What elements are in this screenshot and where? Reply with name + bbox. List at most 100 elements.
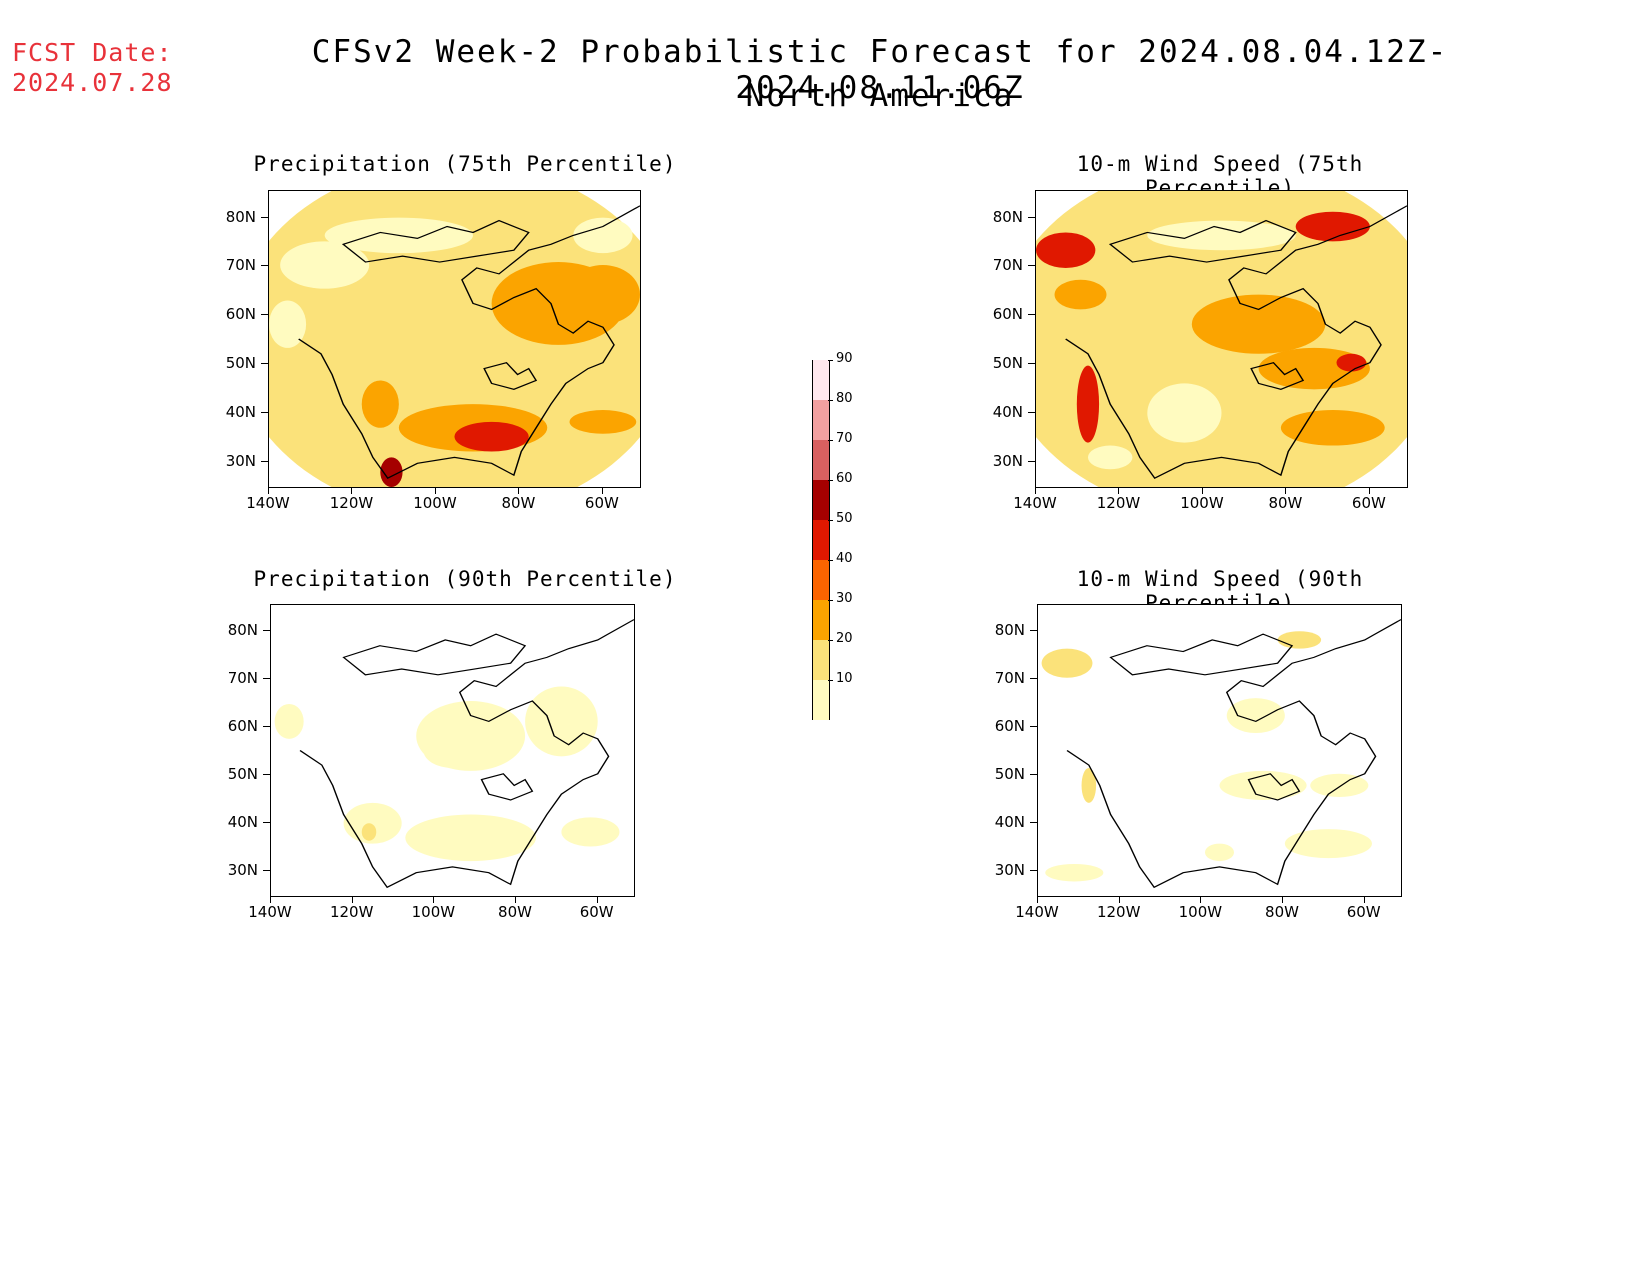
lon-label: 120W — [1096, 494, 1141, 512]
map-field-svg — [269, 191, 640, 487]
forecast-date-label: FCST Date: — [12, 38, 173, 67]
probability-contour-fill — [561, 817, 620, 847]
lat-tick — [261, 314, 268, 316]
lat-tick — [1028, 216, 1035, 218]
lat-tick — [1030, 774, 1037, 776]
lat-tick — [261, 460, 268, 462]
probability-contour-fill — [1219, 770, 1307, 800]
colorbar-segment — [812, 360, 830, 400]
lat-label: 70N — [227, 669, 258, 688]
lat-label: 40N — [225, 403, 256, 421]
lon-label: 140W — [1013, 494, 1057, 512]
probability-contour-fill — [1204, 843, 1235, 862]
lat-label: 40N — [227, 813, 258, 832]
lon-tick — [601, 488, 603, 494]
lon-tick — [1118, 488, 1120, 494]
lat-tick — [261, 265, 268, 267]
lon-tick — [1035, 488, 1036, 494]
lat-tick — [261, 216, 268, 218]
main-title: CFSv2 Week-2 Probabilistic Forecast for … — [311, 34, 1449, 106]
probability-contour-fill — [1076, 365, 1100, 443]
colorbar-segment — [812, 560, 830, 600]
colorbar-label: 20 — [836, 631, 853, 646]
lon-label: 80W — [498, 903, 532, 921]
map-precip-90 — [270, 604, 635, 897]
lat-label: 40N — [994, 813, 1025, 832]
lat-tick — [1028, 460, 1035, 462]
forecast-date-value: 2024.07.28 — [12, 68, 173, 97]
coastline — [299, 619, 634, 889]
colorbar-tick — [828, 440, 833, 441]
colorbar-label: 90 — [836, 351, 853, 366]
colorbar-segment — [812, 440, 830, 480]
probability-contour-fill — [280, 241, 370, 289]
colorbar-segment — [812, 520, 830, 560]
lon-label: 100W — [413, 494, 457, 512]
colorbar-tick — [828, 560, 833, 561]
lat-tick — [263, 870, 270, 872]
colorbar-tick — [828, 640, 833, 641]
lat-tick — [1030, 678, 1037, 680]
panel-title-precip-90: Precipitation (90th Percentile) — [253, 567, 677, 591]
lon-label: 100W — [411, 903, 456, 921]
probability-contour-fill — [565, 265, 640, 325]
probability-contour-fill — [573, 217, 633, 254]
lon-label: 80W — [1268, 494, 1303, 512]
lon-tick — [434, 488, 436, 494]
colorbar-label: 40 — [836, 551, 853, 566]
lat-label: 70N — [225, 256, 256, 275]
lat-label: 40N — [992, 403, 1023, 421]
colorbar-tick — [828, 520, 833, 521]
colorbar-tick — [828, 600, 833, 601]
probability-contour-fill — [361, 823, 377, 841]
lat-label: 60N — [225, 305, 256, 324]
colorbar-label: 80 — [836, 391, 853, 406]
colorbar-segment — [812, 480, 830, 520]
map-field-svg — [274, 619, 634, 889]
probability-contour-fill — [1081, 767, 1097, 803]
lat-label: 30N — [225, 451, 256, 470]
probability-contour-fill — [1226, 698, 1285, 734]
probability-contour-fill — [454, 421, 529, 452]
probability-contour-fill — [569, 410, 637, 434]
map-wind-90 — [1037, 604, 1402, 897]
probability-contour-fill — [1336, 353, 1367, 372]
lon-tick — [1363, 897, 1365, 903]
lat-label: 60N — [992, 305, 1023, 324]
lat-label: 80N — [994, 621, 1025, 640]
colorbar-label: 50 — [836, 511, 853, 526]
lon-label: 140W — [248, 903, 292, 921]
lat-label: 80N — [992, 207, 1023, 226]
probability-contour-fill — [380, 457, 403, 487]
coastline — [1066, 619, 1401, 889]
lat-tick — [1030, 726, 1037, 728]
lat-tick — [263, 822, 270, 824]
lat-label: 30N — [227, 861, 258, 880]
lat-tick — [261, 412, 268, 413]
probability-contour-fill — [361, 380, 399, 428]
map-field-svg — [1041, 619, 1401, 889]
colorbar-label: 10 — [836, 671, 853, 686]
lon-tick — [1118, 897, 1120, 903]
great-lakes-outline — [1247, 773, 1301, 801]
lon-tick — [1201, 488, 1203, 494]
lat-label: 80N — [227, 621, 258, 640]
lon-label: 60W — [584, 494, 619, 512]
lat-tick — [1028, 363, 1035, 365]
great-lakes-outline — [483, 361, 538, 390]
probability-contour-fill — [1036, 232, 1096, 268]
forecast-date-block: FCST Date: 2024.07.28 — [12, 38, 173, 98]
probability-contour-fill — [1054, 279, 1107, 310]
lon-tick — [351, 897, 353, 903]
probability-contour-fill — [1041, 648, 1093, 678]
lat-label: 60N — [227, 717, 258, 736]
lon-tick — [515, 897, 517, 903]
colorbar-label: 30 — [836, 591, 853, 606]
colorbar-segment — [812, 680, 830, 720]
lon-label: 100W — [1180, 494, 1224, 512]
probability-contour-fill — [1147, 383, 1222, 443]
lat-tick — [1030, 870, 1037, 872]
map-field-svg — [1036, 191, 1407, 487]
lon-tick — [268, 488, 269, 494]
colorbar-tick — [828, 360, 833, 361]
